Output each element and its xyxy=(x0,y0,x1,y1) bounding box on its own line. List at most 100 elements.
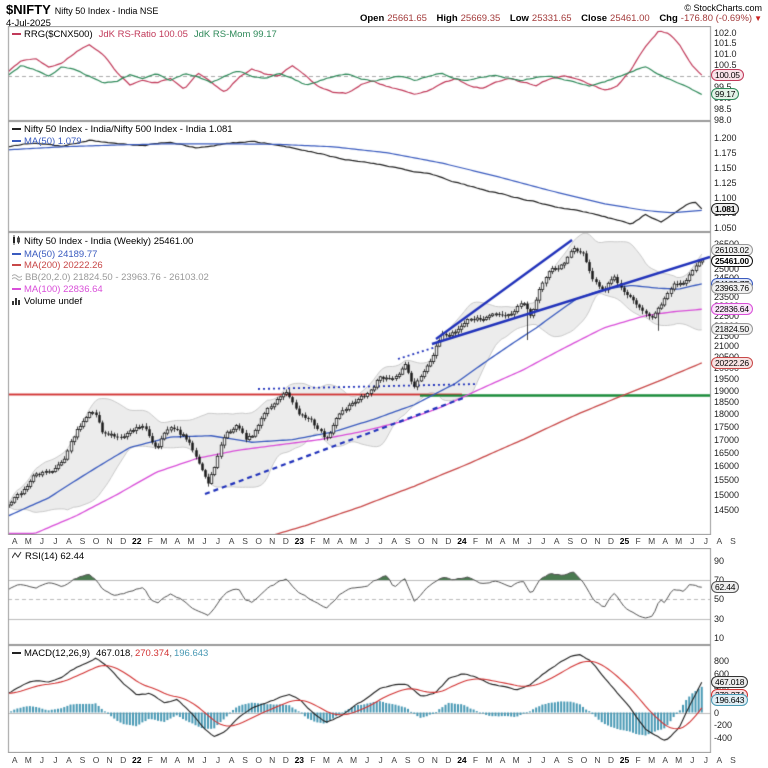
month-label: F xyxy=(147,755,153,765)
axis-tick-label: 101.5 xyxy=(714,38,737,49)
rsi-icon xyxy=(11,551,22,564)
month-label: A xyxy=(716,536,723,546)
close-label: Close xyxy=(581,13,608,24)
price-legend-title: Nifty 50 Index - India (Weekly) 25461.00 xyxy=(24,236,194,247)
axis-tick-label: 99.5 xyxy=(714,82,732,93)
axis-tick-label: -400 xyxy=(714,733,733,744)
month-label: J xyxy=(703,536,708,546)
month-label: S xyxy=(404,755,411,765)
month-label: A xyxy=(337,536,343,546)
month-label: M xyxy=(648,755,656,765)
month-label: N xyxy=(431,755,438,765)
year-label: 23 xyxy=(294,755,305,765)
axis-value-badge: 23963.76 xyxy=(711,281,753,294)
month-label: J xyxy=(378,755,383,765)
year-label: 22 xyxy=(131,536,142,546)
axis-tick-label: 18000 xyxy=(714,409,740,420)
month-label: J xyxy=(364,536,370,546)
month-label: J xyxy=(541,536,546,546)
month-label: J xyxy=(527,755,532,765)
chg-down-arrow-icon: ▼ xyxy=(754,14,762,23)
month-label: D xyxy=(282,755,289,765)
month-label: M xyxy=(485,536,493,546)
axis-tick-label: 1.175 xyxy=(714,147,737,158)
month-label: J xyxy=(690,536,695,546)
month-label: A xyxy=(499,755,506,765)
ma100-swatch xyxy=(12,288,21,290)
month-label: A xyxy=(228,536,235,546)
month-label: D xyxy=(120,536,127,546)
month-label: S xyxy=(567,755,574,765)
month-label: J xyxy=(215,536,221,546)
macd-panel-legend: MACD(12,26,9) 467.018, 270.374, 196.643 xyxy=(12,648,208,660)
volume-icon xyxy=(12,297,21,309)
month-label: D xyxy=(120,755,127,765)
macd-separator: , xyxy=(130,648,133,659)
month-label: S xyxy=(242,755,248,765)
month-label: S xyxy=(730,536,736,546)
axis-tick-label: 21000 xyxy=(714,341,740,352)
month-label: O xyxy=(255,536,262,546)
axis-tick-label: -200 xyxy=(714,720,733,731)
month-label: A xyxy=(391,755,398,765)
axis-tick-label: 25000 xyxy=(714,264,740,275)
stockcharts-credit: © StockCharts.com xyxy=(684,3,762,13)
high-label: High xyxy=(436,13,458,24)
ratio-panel-canvas xyxy=(0,121,768,232)
axis-tick-label: 16500 xyxy=(714,447,740,458)
month-label: D xyxy=(607,536,615,546)
year-label: 25 xyxy=(619,755,630,765)
month-label: M xyxy=(675,536,683,546)
axis-tick-label: 100.5 xyxy=(714,60,737,71)
rsi-panel-canvas xyxy=(0,548,768,645)
rrg-legend-title: RRG($CNX500) xyxy=(24,29,93,40)
month-label: A xyxy=(716,755,723,765)
month-label: M xyxy=(485,755,493,765)
axis-tick-label: 1.150 xyxy=(714,162,737,173)
low-value: 25331.65 xyxy=(531,13,572,24)
axis-tick-label: 26500 xyxy=(714,239,739,249)
candlestick-icon xyxy=(12,235,21,249)
rsi-legend-title: RSI(14) 62.44 xyxy=(25,551,85,562)
month-label: M xyxy=(160,755,168,765)
year-label: 24 xyxy=(457,755,467,765)
macd-hist-value: 196.643 xyxy=(173,648,209,659)
month-label: A xyxy=(391,536,398,546)
month-label: M xyxy=(322,536,330,546)
month-label: O xyxy=(580,755,588,765)
month-label: S xyxy=(567,536,574,546)
axis-value-badge: 100.05 xyxy=(711,69,744,82)
month-label: M xyxy=(648,536,656,546)
month-label: F xyxy=(635,536,641,546)
rs-mom-value: JdK RS-Mom 99.17 xyxy=(193,29,277,40)
axis-value-badge: 99.17 xyxy=(711,88,740,101)
chart-date: 4-Jul-2025 xyxy=(6,18,51,29)
month-label: F xyxy=(472,755,479,765)
month-label: M xyxy=(675,755,683,765)
month-label: S xyxy=(730,755,736,765)
chart-header: $NIFTY Nifty 50 Index - India NSE © Stock… xyxy=(0,0,768,29)
axis-tick-label: 14500 xyxy=(714,504,740,515)
macd-line-swatch xyxy=(12,652,21,654)
axis-tick-label: 1.125 xyxy=(714,177,737,188)
month-label: D xyxy=(445,536,452,546)
axis-tick-label: 101.0 xyxy=(714,49,737,60)
axis-tick-label: 21500 xyxy=(714,330,740,341)
month-label: M xyxy=(187,536,195,546)
month-label: A xyxy=(499,536,506,546)
axis-tick-label: 1.100 xyxy=(714,192,737,203)
axis-tick-label: 10 xyxy=(714,633,725,644)
month-label: M xyxy=(349,755,358,765)
month-label: S xyxy=(242,536,248,546)
axis-tick-label: 102.0 xyxy=(714,27,737,38)
month-label: O xyxy=(92,755,100,765)
axis-value-badge: 22836.64 xyxy=(711,303,753,316)
month-label: O xyxy=(417,536,425,546)
month-label: J xyxy=(53,755,58,765)
axis-tick-label: 90 xyxy=(714,555,725,566)
open-label: Open xyxy=(359,13,385,24)
month-label: D xyxy=(607,755,615,765)
month-label: M xyxy=(24,536,32,546)
axis-tick-label: 16000 xyxy=(714,461,740,472)
ma200-swatch xyxy=(12,264,21,266)
